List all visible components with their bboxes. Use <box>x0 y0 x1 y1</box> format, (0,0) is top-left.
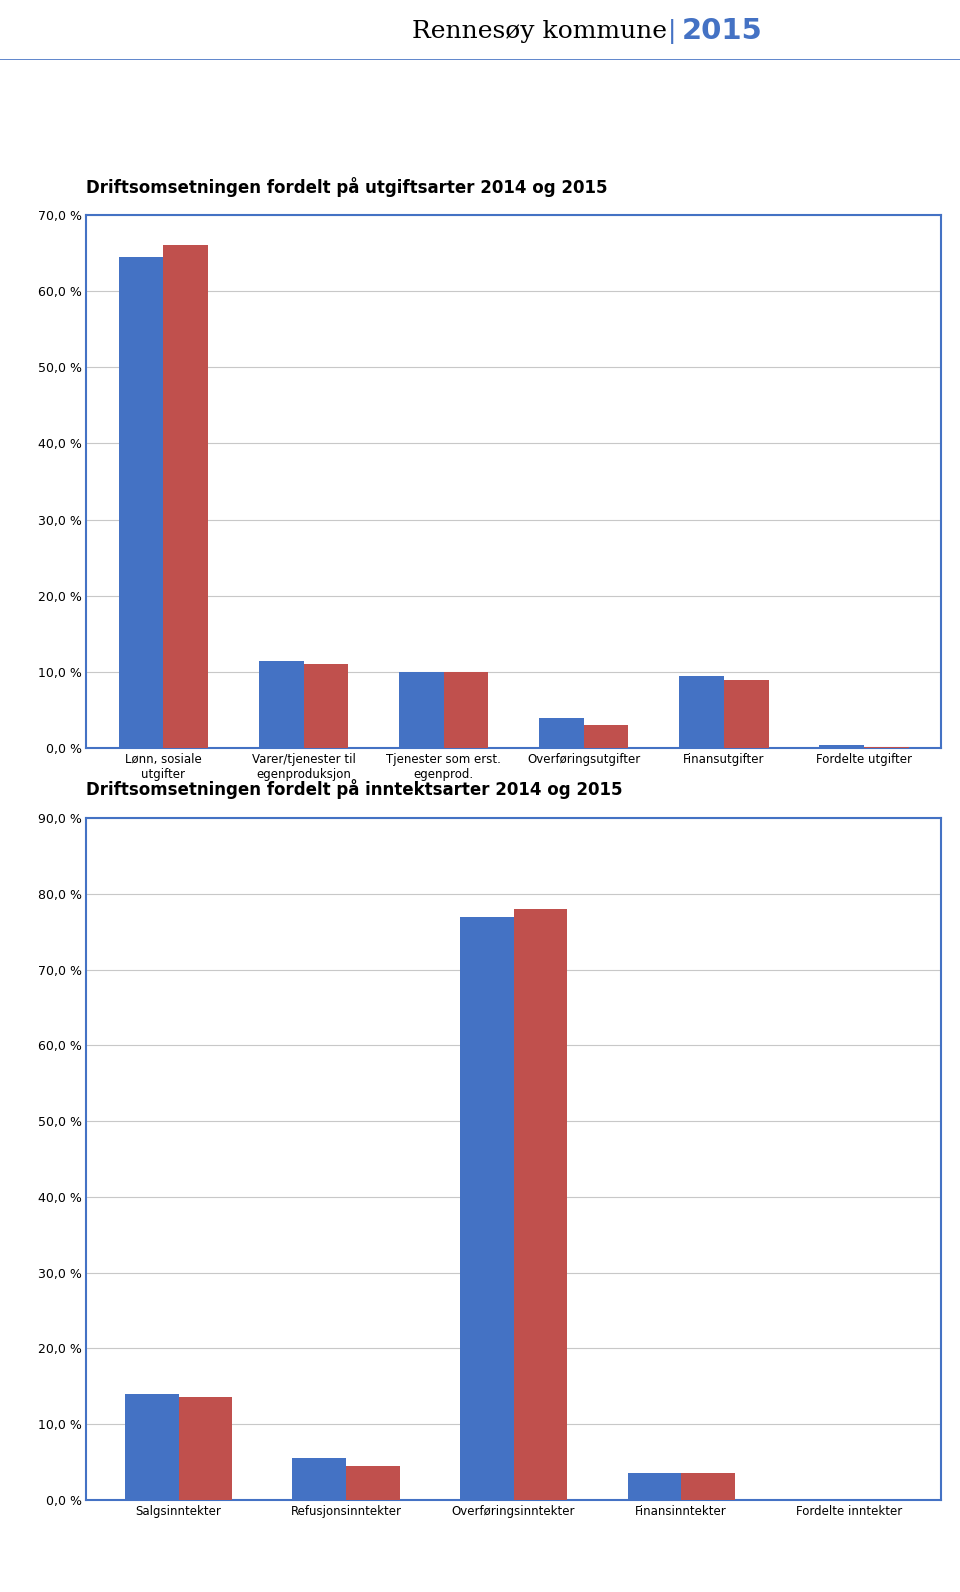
Legend: Budsjett 2014, Budsjett 2015: Budsjett 2014, Budsjett 2015 <box>219 879 467 903</box>
Bar <box>584 726 629 748</box>
Bar <box>460 917 514 1500</box>
Text: 2015: 2015 <box>682 18 762 46</box>
Text: Rennesøy kommune: Rennesøy kommune <box>412 21 667 43</box>
Bar <box>293 1458 346 1500</box>
Bar <box>819 745 864 748</box>
Text: |: | <box>668 19 676 45</box>
Bar <box>628 1473 682 1500</box>
Text: Side 13: Side 13 <box>897 1563 946 1576</box>
Text: Driftsomsetningen fordelt på inntektsarter 2014 og 2015: Driftsomsetningen fordelt på inntektsart… <box>86 778 623 799</box>
Bar <box>539 718 584 748</box>
Bar <box>163 245 208 748</box>
Bar <box>258 661 303 748</box>
Bar <box>679 677 724 748</box>
Bar <box>346 1466 399 1500</box>
Bar <box>119 256 163 748</box>
Text: Rådmannens forslag til Årsbudsjett for 2015 og økonomiplan 2015 – 2018: Rådmannens forslag til Årsbudsjett for 2… <box>14 1562 502 1578</box>
Bar <box>303 664 348 748</box>
Bar <box>125 1393 179 1500</box>
Bar <box>398 672 444 748</box>
Bar <box>682 1473 734 1500</box>
Bar <box>724 680 769 748</box>
Text: Driftsomsetningen fordelt på utgiftsarter 2014 og 2015: Driftsomsetningen fordelt på utgiftsarte… <box>86 177 608 197</box>
Bar <box>179 1398 232 1500</box>
Bar <box>514 909 567 1500</box>
Bar <box>444 672 489 748</box>
